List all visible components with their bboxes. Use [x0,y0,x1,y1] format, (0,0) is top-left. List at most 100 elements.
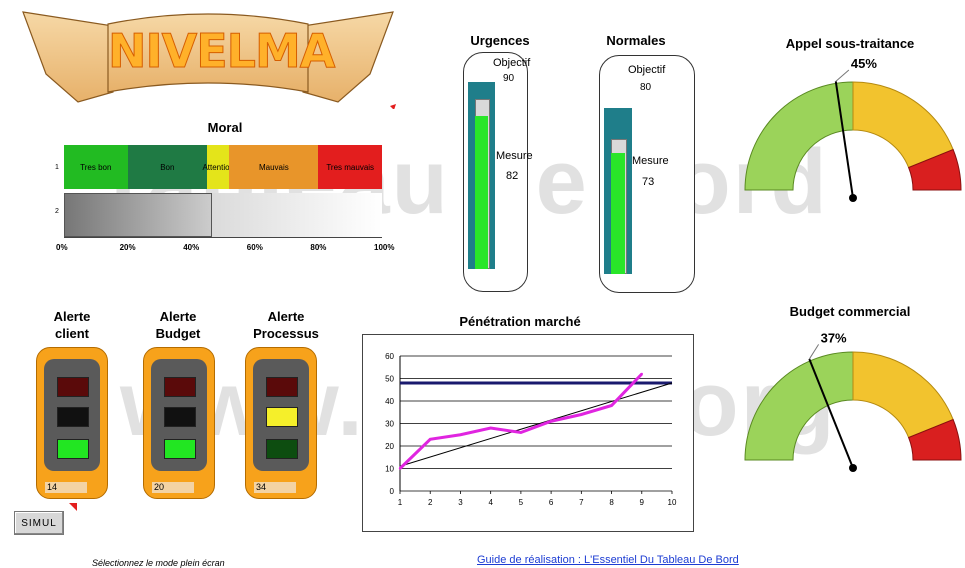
penetration-title: Pénétration marché [459,314,581,329]
alert-title-line2: client [55,326,89,341]
gauge-band [744,81,854,191]
x-tick-label: 8 [609,498,614,507]
nivelma-banner [22,11,396,109]
gauge-value-label: 45% [851,56,877,71]
alert-title: Alerte Budget [128,308,228,342]
alert-value: 20 [152,482,194,493]
mesure-value: 73 [642,176,655,188]
banner-title: NIVELMA [108,24,336,79]
lamp-red [57,377,89,397]
trend-line [399,382,673,467]
thermometer-tube [468,82,495,269]
objectif-value: 80 [640,82,652,93]
lamp-yellow [164,407,196,427]
alert-title-line1: Alerte [53,309,91,324]
moral-axis-ticks: 0% 20% 40% 60% 80% 100% [56,243,394,255]
moral-tick-label: 100% [374,243,395,252]
thermometer-measure-fill [611,152,625,274]
comment-marker-icon [69,503,77,511]
alert-title-line2: Processus [253,326,319,341]
gauge-band [852,81,954,169]
thermometer-measure-fill [475,115,488,269]
alert-value: 34 [254,482,296,493]
simul-button[interactable]: SIMUL [14,511,64,535]
x-tick-label: 4 [488,498,493,507]
moral-segment: Attention [202,145,234,189]
x-tick-label: 10 [668,498,677,507]
mesure-label: Mesure [632,155,669,167]
y-tick-label: 40 [385,397,394,406]
x-tick-label: 6 [549,498,554,507]
gauge-title-budget: Budget commercial [789,304,911,319]
moral-segment: Tres mauvais [318,145,382,189]
y-tick-label: 10 [385,465,394,474]
y-tick-label: 60 [385,352,394,361]
moral-segment: Tres bon [64,145,128,189]
y-tick-label: 50 [385,375,394,384]
moral-tick-label: 60% [246,243,263,252]
y-tick-label: 30 [385,420,394,429]
guide-link[interactable]: Guide de réalisation : L'Essentiel Du Ta… [477,554,739,566]
traffic-light: 14 [36,347,108,499]
lamp-yellow [266,407,298,427]
moral-scale-bar: Tres bon Bon Attention Mauvais Tres mauvais [64,145,382,189]
moral-tick-label: 80% [310,243,327,252]
moral-segment: Bon [127,145,208,189]
x-tick-label: 7 [579,498,584,507]
moral-row-label-2: 2 [55,208,59,215]
lamp-red [266,377,298,397]
gauge-appel-sous-traitance: 45% [744,56,962,202]
gauge-label-leader [808,344,820,360]
penetration-chart: 0 10 20 30 40 50 60 1 2 3 4 5 6 7 8 9 10 [385,352,677,507]
gauge-band [852,351,954,439]
x-tick-label: 3 [458,498,463,507]
series-point [549,420,553,423]
traffic-light: 34 [245,347,317,499]
x-tick-label: 9 [640,498,645,507]
gauge-budget-commercial: 37% [744,330,962,472]
x-tick-label: 2 [428,498,433,507]
x-tick-label: 5 [519,498,524,507]
thermometer-title: Normales [606,33,666,48]
gauge-pivot [849,464,857,472]
alert-title: Alerte Processus [236,308,336,342]
gauge-title-appel: Appel sous-traitance [785,36,915,51]
moral-tick-label: 0% [56,243,68,252]
alert-title: Alerte client [22,308,122,342]
series-point [398,467,402,470]
lamp-green [266,439,298,459]
traffic-light: 20 [143,347,215,499]
gauge-needle [808,358,854,469]
series-line [398,372,643,470]
y-tick-label: 0 [390,487,395,496]
series-point [610,404,613,407]
alert-title-line1: Alerte [159,309,197,324]
series-point [459,433,462,436]
moral-tick-label: 40% [183,243,200,252]
alert-title-line1: Alerte [267,309,305,324]
moral-chart: Tres bon Bon Attention Mauvais Tres mauvais [64,145,382,241]
gauge-band [907,418,962,461]
moral-segment: Mauvais [229,145,319,189]
gauge-label-leader [835,69,850,82]
moral-tick-label: 20% [119,243,136,252]
lamp-green [57,439,89,459]
mesure-value: 82 [506,170,519,182]
fullscreen-note: Sélectionnez le mode plein écran [92,558,225,568]
objectif-label: Objectif [493,57,531,69]
lamp-red [164,377,196,397]
alert-title-line2: Budget [155,326,201,341]
gauge-band [907,148,962,191]
y-tick-label: 20 [385,442,394,451]
mesure-label: Mesure [496,150,533,162]
gauge-value-label: 37% [821,330,847,345]
moral-value-bar [64,193,213,237]
moral-title: Moral [207,120,243,135]
x-tick-label: 1 [398,498,403,507]
moral-row-label-1: 1 [55,164,59,171]
gauge-needle [834,81,854,199]
moral-axis [64,237,382,238]
alert-value: 14 [45,482,87,493]
series-point [519,431,523,434]
series-point [640,372,643,376]
